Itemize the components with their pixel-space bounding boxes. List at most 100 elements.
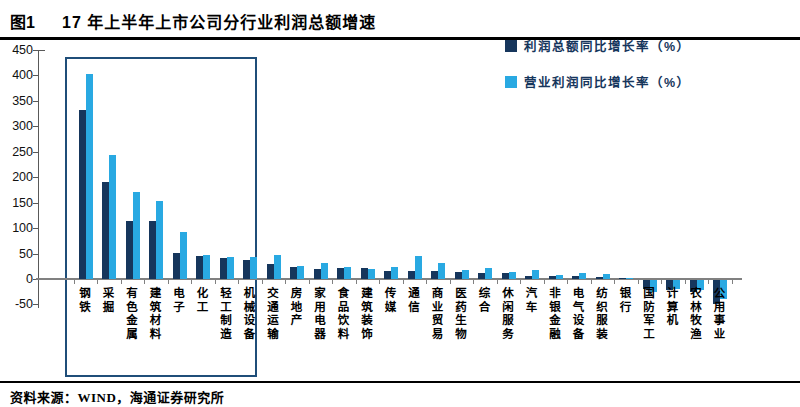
x-axis-tick — [708, 280, 709, 284]
bar-operating-profit-传媒 — [391, 267, 398, 279]
bar-profit-total-综合 — [478, 273, 485, 279]
chart-legend: 利润总额同比增长率（%） 营业利润同比增长率（%） — [505, 36, 691, 108]
x-axis-label: 商业贸易 — [430, 287, 442, 385]
x-axis-tick — [144, 280, 145, 284]
legend-item-profit-total: 利润总额同比增长率（%） — [505, 36, 691, 55]
x-axis-label: 非银金融 — [548, 287, 560, 385]
y-axis-tick-label: 300 — [1, 119, 33, 133]
y-axis-tick — [33, 177, 38, 178]
bar-profit-total-机械设备 — [243, 260, 250, 279]
x-axis-label: 采掘 — [101, 287, 113, 385]
x-axis-label: 公用事业 — [712, 287, 724, 385]
bar-profit-total-轻工制造 — [220, 258, 227, 279]
x-axis-tick — [168, 280, 169, 284]
y-axis-tick-label: 0 — [1, 272, 33, 286]
y-axis-tick-label: 400 — [1, 68, 33, 82]
x-axis-label: 化工 — [195, 287, 207, 385]
bar-operating-profit-电气设备 — [579, 273, 586, 279]
x-axis-label: 机械设备 — [242, 287, 254, 385]
bar-operating-profit-采掘 — [109, 155, 116, 279]
x-axis-label: 纺织服装 — [595, 287, 607, 385]
bar-profit-total-建筑装饰 — [361, 268, 368, 279]
y-axis-tick-label: 350 — [1, 94, 33, 108]
x-axis-tick — [332, 280, 333, 284]
bar-operating-profit-轻工制造 — [227, 257, 234, 279]
x-axis-tick — [238, 280, 239, 284]
bar-operating-profit-建筑材料 — [156, 201, 163, 279]
bar-operating-profit-家用电器 — [321, 263, 328, 279]
bar-operating-profit-非银金融 — [556, 275, 563, 279]
x-axis-tick — [520, 280, 521, 284]
bar-profit-total-家用电器 — [314, 269, 321, 279]
bar-profit-total-交通运输 — [267, 264, 274, 279]
legend-item-operating-profit: 营业利润同比增长率（%） — [505, 72, 691, 91]
bar-profit-total-纺织服装 — [596, 277, 603, 279]
y-axis-tick-label: 250 — [1, 145, 33, 159]
x-axis-tick — [215, 280, 216, 284]
y-axis-tick — [33, 75, 38, 76]
x-axis-tick — [74, 280, 75, 284]
x-axis-label: 医药生物 — [454, 287, 466, 385]
y-axis-tick — [33, 254, 38, 255]
x-axis-tick — [426, 280, 427, 284]
y-axis-tick — [33, 152, 38, 153]
bar-operating-profit-纺织服装 — [603, 274, 610, 279]
y-axis-top-tick — [38, 50, 45, 51]
y-axis-tick — [33, 50, 38, 51]
bar-operating-profit-汽车 — [532, 270, 539, 279]
bar-operating-profit-银行 — [626, 278, 633, 279]
x-axis-label: 电子 — [172, 287, 184, 385]
x-axis-tick — [450, 280, 451, 284]
x-axis-label: 汽车 — [524, 287, 536, 385]
x-axis-label: 休闲服务 — [501, 287, 513, 385]
x-axis-label: 有色金属 — [125, 287, 137, 385]
bar-operating-profit-钢铁 — [86, 74, 93, 279]
bar-profit-total-电气设备 — [572, 276, 579, 279]
bar-profit-total-建筑材料 — [149, 221, 156, 279]
y-axis-tick-label: 100 — [1, 221, 33, 235]
x-axis-tick — [638, 280, 639, 284]
y-axis-tick-label: -50 — [1, 297, 33, 311]
x-axis-label: 综合 — [477, 287, 489, 385]
x-axis-tick — [285, 280, 286, 284]
x-axis-label: 银行 — [618, 287, 630, 385]
x-axis-tick — [567, 280, 568, 284]
y-axis-tick — [33, 101, 38, 102]
x-axis-tick — [97, 280, 98, 284]
y-axis-tick — [33, 304, 38, 305]
bar-profit-total-采掘 — [102, 182, 109, 279]
legend-label: 营业利润同比增长率（%） — [524, 72, 691, 91]
x-axis-label: 交通运输 — [266, 287, 278, 385]
legend-label: 利润总额同比增长率（%） — [524, 36, 691, 55]
bar-profit-total-传媒 — [384, 271, 391, 279]
x-axis-label: 轻工制造 — [219, 287, 231, 385]
bar-profit-total-通信 — [408, 271, 415, 279]
bar-operating-profit-化工 — [203, 255, 210, 279]
x-axis-label: 建筑装饰 — [360, 287, 372, 385]
legend-swatch-profit-total — [505, 40, 517, 52]
x-axis-tick — [379, 280, 380, 284]
x-axis-label: 钢铁 — [78, 287, 90, 385]
x-axis-tick — [497, 280, 498, 284]
bar-operating-profit-商业贸易 — [438, 263, 445, 279]
x-axis-tick — [661, 280, 662, 284]
footer-rule — [0, 381, 800, 383]
bar-profit-total-电子 — [173, 253, 180, 279]
x-axis-label: 计算机 — [665, 287, 677, 385]
figure-header: 图1 17 年上半年上市公司分行业利润总额增速 — [0, 0, 800, 36]
bar-operating-profit-建筑装饰 — [368, 269, 375, 279]
x-axis-label: 建筑材料 — [148, 287, 160, 385]
x-axis-label: 农林牧渔 — [689, 287, 701, 385]
x-axis-label: 房地产 — [289, 287, 301, 385]
y-axis-tick — [33, 203, 38, 204]
x-axis-label: 食品饮料 — [336, 287, 348, 385]
bar-operating-profit-休闲服务 — [509, 272, 516, 279]
bar-profit-total-化工 — [196, 256, 203, 279]
x-axis-tick — [191, 280, 192, 284]
y-axis-tick-label: 450 — [1, 43, 33, 57]
legend-swatch-operating-profit — [505, 76, 517, 88]
bar-operating-profit-房地产 — [297, 266, 304, 279]
bar-operating-profit-综合 — [485, 268, 492, 279]
x-axis-label: 家用电器 — [313, 287, 325, 385]
x-axis-tick — [473, 280, 474, 284]
